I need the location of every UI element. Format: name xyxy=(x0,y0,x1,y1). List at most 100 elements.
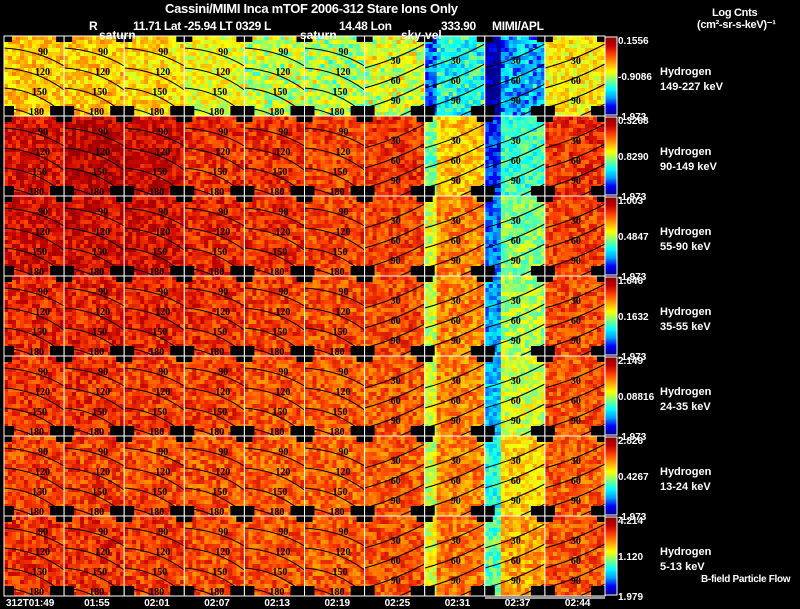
heatmap-cell xyxy=(309,100,313,104)
heatmap-cell xyxy=(224,40,228,44)
heatmap-cell xyxy=(236,132,240,136)
heatmap-cell xyxy=(72,36,76,40)
heatmap-cell xyxy=(441,92,445,96)
heatmap-cell xyxy=(80,80,84,84)
heatmap-cell xyxy=(156,180,160,184)
heatmap-cell xyxy=(465,60,469,64)
heatmap-cell xyxy=(561,64,565,68)
heatmap-cell xyxy=(549,72,553,76)
heatmap-cell xyxy=(12,124,16,128)
heatmap-cell xyxy=(292,92,296,96)
heatmap-cell xyxy=(296,76,300,80)
heatmap-cell xyxy=(24,144,28,148)
heatmap-cell xyxy=(228,128,232,132)
heatmap-cell xyxy=(36,140,40,144)
heatmap-cell xyxy=(68,80,72,84)
heatmap-cell xyxy=(473,60,477,64)
heatmap-cell xyxy=(80,100,84,104)
heatmap-cell xyxy=(80,156,84,160)
heatmap-cell xyxy=(433,48,437,52)
heatmap-cell xyxy=(565,104,569,108)
heatmap-cell xyxy=(256,120,260,124)
heatmap-cell xyxy=(36,80,40,84)
heatmap-cell xyxy=(264,60,268,64)
heatmap-cell xyxy=(196,144,200,148)
heatmap-cell xyxy=(525,76,529,80)
heatmap-cell xyxy=(88,100,92,104)
heatmap-cell xyxy=(381,108,385,112)
heatmap-cell xyxy=(469,56,473,60)
heatmap-cell xyxy=(349,44,353,48)
heatmap-cell xyxy=(24,180,28,184)
heatmap-cell xyxy=(56,124,60,128)
heatmap-cell xyxy=(80,132,84,136)
heatmap-cell xyxy=(160,36,164,40)
heatmap-cell xyxy=(425,68,429,72)
heatmap-cell xyxy=(16,72,20,76)
heatmap-cell xyxy=(136,76,140,80)
heatmap-cell xyxy=(589,60,593,64)
heatmap-cell xyxy=(128,72,132,76)
heatmap-cell xyxy=(156,80,160,84)
heatmap-cell xyxy=(68,76,72,80)
heatmap-cell xyxy=(409,92,413,96)
heatmap-cell xyxy=(204,120,208,124)
heatmap-cell xyxy=(92,124,96,128)
heatmap-cell xyxy=(373,52,377,56)
heatmap-cell xyxy=(264,104,268,108)
heatmap-cell xyxy=(425,76,429,80)
heatmap-cell xyxy=(413,44,417,48)
heatmap-cell xyxy=(124,140,128,144)
heatmap-cell xyxy=(581,64,585,68)
heatmap-cell xyxy=(140,104,144,108)
heatmap-cell xyxy=(469,96,473,100)
heatmap-cell xyxy=(20,56,24,60)
heatmap-cell xyxy=(212,124,216,128)
heatmap-cell xyxy=(441,104,445,108)
heatmap-cell xyxy=(84,156,88,160)
heatmap-cell xyxy=(373,68,377,72)
heatmap-cell xyxy=(152,180,156,184)
heatmap-cell xyxy=(152,116,156,120)
heatmap-cell xyxy=(369,80,373,84)
heatmap-cell xyxy=(196,56,200,60)
heatmap-cell xyxy=(68,60,72,64)
heatmap-cell xyxy=(305,60,309,64)
heatmap-cell xyxy=(325,52,329,56)
heatmap-cell xyxy=(108,140,112,144)
contour-label: 90 xyxy=(98,127,108,138)
heatmap-cell xyxy=(8,132,12,136)
heatmap-cell xyxy=(545,92,549,96)
heatmap-cell xyxy=(248,176,252,180)
heatmap-cell xyxy=(100,180,104,184)
heatmap-cell xyxy=(212,116,216,120)
heatmap-cell xyxy=(76,56,80,60)
heatmap-cell xyxy=(469,100,473,104)
heatmap-cell xyxy=(441,68,445,72)
heatmap-cell xyxy=(52,120,56,124)
heatmap-cell xyxy=(373,44,377,48)
heatmap-cell xyxy=(92,180,96,184)
heatmap-cell xyxy=(248,180,252,184)
heatmap-cell xyxy=(32,80,36,84)
heatmap-cell xyxy=(196,84,200,88)
heatmap-cell xyxy=(453,36,457,40)
heatmap-cell xyxy=(148,100,152,104)
heatmap-cell xyxy=(369,88,373,92)
heatmap-cell xyxy=(136,160,140,164)
heatmap-cell xyxy=(128,44,132,48)
heatmap-cell xyxy=(437,108,441,112)
heatmap-cell xyxy=(501,92,505,96)
heatmap-cell xyxy=(369,100,373,104)
heatmap-cell xyxy=(28,64,32,68)
heatmap-cell xyxy=(184,76,188,80)
heatmap-cell xyxy=(441,76,445,80)
heatmap-cell xyxy=(533,52,537,56)
heatmap-cell xyxy=(236,68,240,72)
heatmap-cell xyxy=(521,64,525,68)
heatmap-cell xyxy=(264,132,268,136)
heatmap-cell xyxy=(533,76,537,80)
heatmap-cell xyxy=(216,116,220,120)
heatmap-cell xyxy=(64,156,68,160)
heatmap-cell xyxy=(429,68,433,72)
